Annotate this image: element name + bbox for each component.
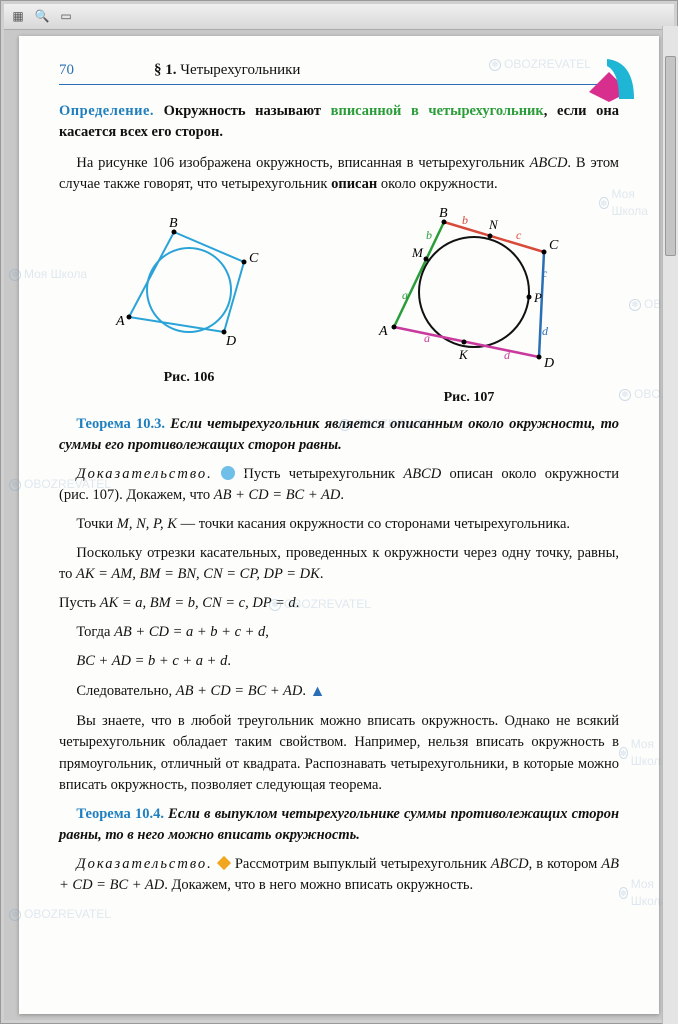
svg-text:P: P	[533, 290, 542, 305]
proof-103-p4: Пусть AK = a, BM = b, CN = c, DP = d.	[59, 593, 619, 614]
svg-text:c: c	[516, 228, 522, 242]
fig107-svg: A B C D M N P K a b b c c	[364, 207, 574, 377]
middle-paragraph: Вы знаете, что в любой треугольник можно…	[59, 711, 619, 795]
definition-block: Определение. Окружность называют вписанн…	[59, 101, 619, 143]
svg-text:b: b	[426, 228, 432, 242]
search-icon[interactable]: 🔍	[34, 9, 50, 25]
figure-106: A B C D Рис. 106	[104, 207, 274, 408]
svg-text:a: a	[424, 331, 430, 345]
figures-row: A B C D Рис. 106	[59, 207, 619, 408]
svg-text:c: c	[542, 266, 548, 280]
svg-text:D: D	[543, 356, 554, 371]
smiley-icon	[221, 466, 235, 480]
theorem-103: Теорема 10.3. Если четырехугольник являе…	[59, 414, 619, 456]
svg-text:N: N	[488, 217, 499, 232]
proof-label: Доказательство.	[76, 466, 212, 482]
proof-103-p1: Доказательство. Пусть четырехугольник AB…	[59, 464, 619, 506]
proof-103-p6: BC + AD = b + c + a + d.	[59, 651, 619, 672]
svg-text:M: M	[411, 245, 424, 260]
vertical-scrollbar[interactable]	[662, 26, 678, 1024]
proof-103-p5: Тогда AB + CD = a + b + c + d,	[59, 622, 619, 643]
svg-text:D: D	[225, 334, 236, 349]
fig106-caption: Рис. 106	[104, 368, 274, 388]
theorem-103-label: Теорема 10.3.	[76, 416, 165, 432]
svg-text:d: d	[542, 324, 549, 338]
intro-paragraph: На рисунке 106 изображена окружность, вп…	[59, 153, 619, 195]
definition-pre: Окружность называют	[164, 103, 331, 119]
page-container: 70 § 1. Четырехугольники Определение. Ок…	[4, 30, 674, 1020]
section-label: § 1. Четырехугольники	[154, 60, 300, 82]
theorem-104-label: Теорема 10.4.	[76, 806, 164, 822]
figure-107: A B C D M N P K a b b c c	[364, 207, 574, 408]
viewer-frame: ▦ 🔍 ▭ 70 § 1. Четырехугольники	[0, 0, 678, 1024]
diamond-icon	[217, 855, 231, 869]
textbook-page: 70 § 1. Четырехугольники Определение. Ок…	[19, 36, 659, 1014]
svg-text:B: B	[169, 216, 178, 231]
scrollbar-thumb[interactable]	[665, 56, 676, 256]
watermark: ✽OBOZREVATEL	[9, 906, 111, 923]
svg-text:C: C	[549, 238, 559, 253]
theorem-104: Теорема 10.4. Если в выпуклом четырехуго…	[59, 804, 619, 846]
svg-text:a: a	[402, 288, 408, 302]
svg-text:B: B	[439, 207, 448, 221]
svg-text:b: b	[462, 213, 468, 227]
definition-label: Определение.	[59, 103, 154, 119]
svg-text:C: C	[249, 251, 259, 266]
toolbar: ▦ 🔍 ▭	[4, 4, 674, 30]
svg-text:A: A	[378, 324, 388, 339]
proof-104-p1: Доказательство. Рассмотрим выпуклый четы…	[59, 854, 619, 896]
definition-term: вписанной в четырехугольник	[331, 103, 544, 119]
grid-icon[interactable]: ▦	[10, 9, 26, 25]
proof-104-label: Доказательство.	[76, 856, 212, 872]
proof-103-p7: Следовательно, AB + CD = BC + AD. ▲	[59, 680, 619, 703]
fig107-caption: Рис. 107	[364, 388, 574, 408]
proof-103-p3: Поскольку отрезки касательных, проведенн…	[59, 543, 619, 585]
svg-text:K: K	[458, 347, 469, 362]
page-icon[interactable]: ▭	[58, 9, 74, 25]
qed-triangle-icon: ▲	[310, 683, 326, 700]
corner-decoration	[579, 54, 639, 104]
fig106-svg: A B C D	[104, 207, 274, 357]
proof-103-p2: Точки M, N, P, K — точки касания окружно…	[59, 514, 619, 535]
page-number: 70	[59, 60, 74, 82]
svg-text:d: d	[504, 348, 511, 362]
page-header: 70 § 1. Четырехугольники	[59, 60, 619, 85]
svg-text:A: A	[115, 314, 125, 329]
